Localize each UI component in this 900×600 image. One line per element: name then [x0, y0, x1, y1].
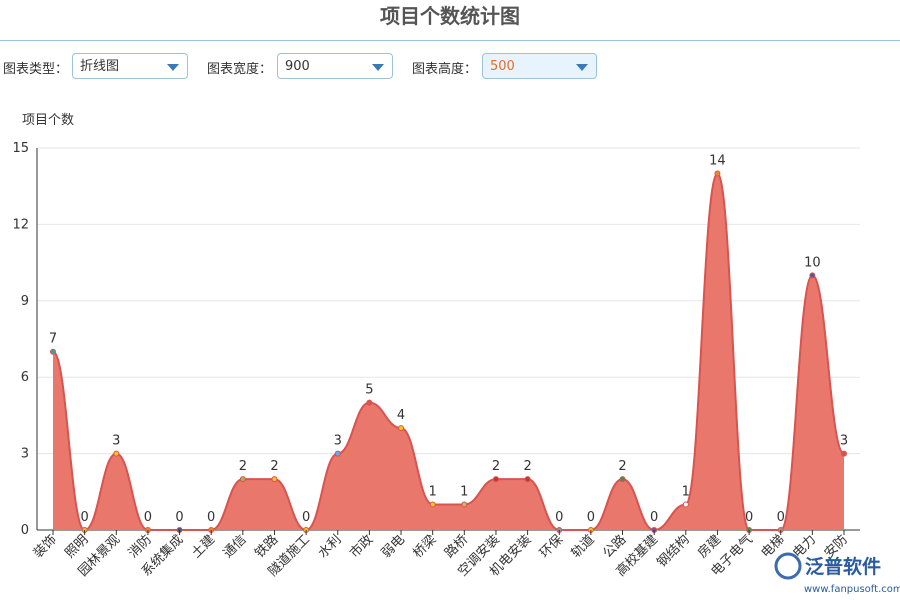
value-label: 7	[49, 332, 57, 347]
value-label: 0	[80, 510, 88, 525]
value-label: 2	[523, 459, 531, 474]
control-label: 图表宽度：	[207, 62, 273, 77]
chart-width-select[interactable]: 900	[277, 53, 393, 79]
value-label: 2	[492, 459, 500, 474]
point	[714, 170, 721, 177]
point	[619, 476, 626, 483]
point	[113, 450, 120, 457]
value-label: 3	[112, 434, 120, 449]
value-label: 0	[745, 510, 753, 525]
value-label: 2	[618, 459, 626, 474]
point	[429, 501, 436, 508]
chart-type-select[interactable]: 折线图	[72, 53, 188, 79]
point	[271, 476, 278, 483]
control-label: 图表类型：	[3, 62, 69, 77]
value-label: 1	[682, 485, 690, 500]
page-title: 项目个数统计图	[380, 4, 520, 28]
x-tick-label: 水利	[316, 532, 345, 561]
y-tick-label: 9	[21, 294, 29, 309]
select-value: 折线图	[80, 59, 120, 74]
value-label: 0	[144, 510, 152, 525]
value-label: 10	[804, 255, 821, 270]
point	[50, 348, 56, 355]
value-label: 0	[302, 510, 310, 525]
x-tick-label: 弱电	[379, 532, 408, 561]
point	[809, 272, 816, 279]
value-label: 14	[709, 153, 726, 168]
point	[398, 425, 405, 432]
x-tick-label: 装饰	[31, 532, 60, 561]
watermark: 泛普软件 www.fanpusoft.com	[774, 552, 900, 595]
y-tick-label: 6	[21, 370, 29, 385]
divider	[0, 40, 900, 41]
point	[682, 501, 689, 508]
point	[366, 399, 373, 406]
y-axis-title: 项目个数	[22, 113, 74, 128]
value-label: 3	[840, 434, 848, 449]
y-tick-label: 15	[12, 141, 29, 156]
x-tick-label: 桥梁	[411, 532, 440, 561]
value-label: 2	[239, 459, 247, 474]
value-label: 5	[365, 383, 373, 398]
point	[461, 501, 468, 508]
x-tick-label: 市政	[347, 532, 377, 562]
value-label: 0	[175, 510, 183, 525]
select-value: 900	[285, 59, 310, 74]
y-tick-label: 3	[21, 447, 29, 462]
value-label: 1	[429, 485, 437, 500]
point	[492, 476, 499, 483]
x-tick-label: 土建	[189, 532, 218, 561]
control-label: 图表高度：	[412, 62, 478, 77]
value-label: 1	[460, 485, 468, 500]
chart-height-select[interactable]: 500	[482, 53, 597, 79]
value-label: 3	[334, 434, 342, 449]
value-label: 0	[777, 510, 785, 525]
point	[334, 450, 341, 457]
x-tick-label: 钢结构	[654, 532, 692, 570]
value-label: 0	[207, 510, 215, 525]
value-label: 0	[587, 510, 595, 525]
select-value: 500	[490, 59, 515, 74]
value-label: 0	[555, 510, 563, 525]
value-label: 0	[650, 510, 658, 525]
x-tick-label: 通信	[221, 532, 250, 561]
watermark-url: www.fanpusoft.com	[804, 584, 900, 595]
value-label: 2	[270, 459, 278, 474]
point	[524, 476, 531, 483]
watermark-brand: 泛普软件	[805, 555, 881, 578]
x-tick-label: 环保	[537, 532, 566, 561]
x-tick-label: 轨道	[569, 532, 598, 561]
x-tick-label: 电梯	[759, 532, 788, 561]
point	[841, 450, 847, 457]
value-label: 4	[397, 408, 405, 423]
logo-icon	[774, 552, 802, 580]
y-tick-label: 0	[21, 523, 29, 538]
y-tick-label: 12	[12, 217, 29, 232]
point	[239, 476, 246, 483]
